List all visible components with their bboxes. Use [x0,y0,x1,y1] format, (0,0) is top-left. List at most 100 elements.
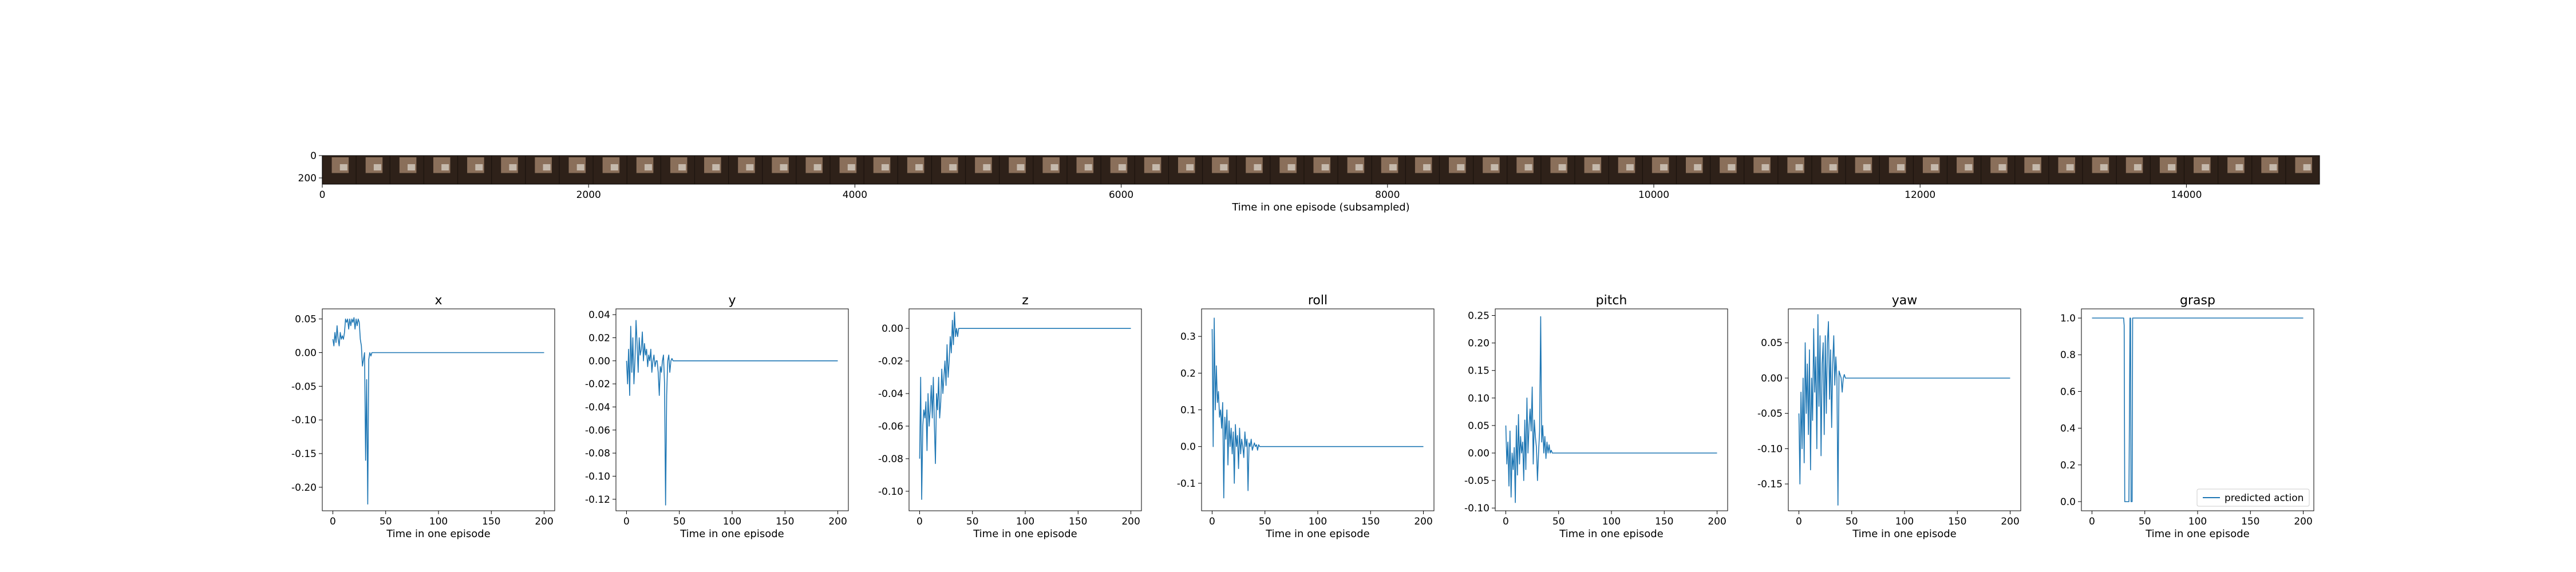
strip-frame-gripper [576,164,584,170]
image-strip-panel: 0 2000 4000 6000 8000 10000 12000 140000200Time… [298,150,2320,213]
strip-frame-gripper [1084,164,1092,170]
y-tick-label: 0.00 [1761,373,1783,384]
strip-y-tick-label: 0 [310,150,317,162]
y-tick-label: -0.04 [585,402,610,413]
x-tick-label: 50 [673,516,686,527]
strip-frame-gripper [339,164,347,170]
strip-x-tick-label: 6000 [1109,189,1133,201]
y-tick-label: 0.6 [2060,386,2076,398]
strip-x-tick-label: 0 [319,189,326,201]
x-tick-label: 100 [2188,516,2207,527]
x-tick-label: 50 [1259,516,1271,527]
x-tick-label: 150 [1948,516,1966,527]
strip-frame-gripper [2303,164,2311,170]
legend-label: predicted action [2225,492,2304,504]
panel-title: roll [1308,293,1327,308]
x-tick-label: 200 [2294,516,2312,527]
strip-frame-gripper [1863,164,1871,170]
x-tick-label: 200 [1121,516,1140,527]
x-tick-label: 50 [1552,516,1565,527]
y-tick-label: -0.06 [585,425,610,436]
axes-frame [2081,308,2314,511]
strip-frame-gripper [746,164,754,170]
strip-frame-gripper [1457,164,1465,170]
strip-frame-gripper [1050,164,1058,170]
y-tick-label: -0.02 [585,379,610,390]
y-tick-label: -0.05 [1464,475,1490,487]
y-tick-label: 0.0 [1180,442,1196,453]
strip-frame-gripper [2032,164,2040,170]
strip-frame-gripper [678,164,686,170]
x-tick-label: 150 [776,516,794,527]
y-tick-label: 0.10 [1468,393,1490,404]
y-tick-label: 0.4 [2060,423,2076,435]
strip-frame-gripper [1017,164,1025,170]
strip-frame-gripper [813,164,821,170]
strip-x-tick-label: 4000 [843,189,867,201]
y-tick-label: -0.10 [1464,503,1490,514]
strip-x-tick-label: 2000 [576,189,601,201]
y-tick-label: 0.00 [1468,448,1490,459]
panel-title: grasp [2180,293,2215,308]
x-tick-label: 200 [1708,516,1726,527]
x-tick-label: 0 [330,516,336,527]
strip-frame-gripper [1423,164,1431,170]
series-line [1505,316,1717,503]
y-tick-label: -0.20 [291,482,317,494]
series-line [2092,317,2304,502]
strip-frame-gripper [847,164,855,170]
panel-title: pitch [1596,293,1627,308]
strip-frame-gripper [1152,164,1160,170]
strip-frame-gripper [1660,164,1668,170]
x-tick-label: 50 [2139,516,2151,527]
y-tick-label: -0.10 [1757,443,1783,455]
strip-frame-gripper [881,164,889,170]
strip-frame-gripper [1694,164,1702,170]
y-tick-label: 0.0 [2060,496,2076,508]
strip-frame-gripper [1287,164,1295,170]
y-tick-label: -0.10 [291,415,317,426]
axes-frame [1201,308,1435,511]
panel-title: z [1022,293,1029,308]
strip-frame-gripper [1558,164,1566,170]
y-tick-label: -0.10 [585,471,610,482]
strip-frame-gripper [1931,164,1939,170]
strip-axes-frame [322,155,2320,185]
strip-x-tick-label: 14000 [2171,189,2202,201]
panel-title: x [434,293,442,308]
panel-z: z 0 50 100 150 200 0.00 -0.02 -0.04 -0.06 -0.08 -0.… [878,293,1142,540]
x-tick-label: 0 [2089,516,2095,527]
x-tick-label: 100 [1016,516,1034,527]
y-tick-label: 0.25 [1468,311,1490,322]
strip-frame-gripper [441,164,449,170]
y-tick-label: 0.04 [588,309,610,321]
x-tick-label: 200 [535,516,553,527]
strip-frame-gripper [373,164,381,170]
x-axis-label: Time in one episode [386,528,491,540]
y-tick-label: -0.08 [878,454,903,465]
y-tick-label: 0.05 [1468,420,1490,432]
strip-frame-gripper [1998,164,2006,170]
panel-yaw: yaw 0 50 100 150 200 0.05 0.00 -0.05 -0.10 -0.15 Ti… [1757,293,2021,540]
y-tick-label: 0.05 [1761,337,1783,349]
strip-frame-gripper [2168,164,2176,170]
strip-frame-gripper [1118,164,1126,170]
x-tick-label: 0 [1796,516,1802,527]
series-line [1211,317,1424,499]
panel-grasp: grasp 0 50 100 150 200 1.0 0.8 0.6 0.4 0.2 0.0 Time … [2060,293,2314,540]
y-tick-label: -0.12 [585,494,610,506]
legend-box [2196,488,2310,507]
x-tick-label: 0 [916,516,923,527]
y-tick-label: 0.02 [588,332,610,344]
axes-frame [1788,308,2021,511]
strip-frame-gripper [2134,164,2142,170]
x-axis-label: Time in one episode [1852,528,1957,540]
x-tick-label: 100 [429,516,448,527]
x-tick-label: 0 [1209,516,1215,527]
strip-frame-gripper [2235,164,2243,170]
x-tick-label: 0 [623,516,630,527]
y-tick-label: -0.15 [291,448,317,460]
panel-title: y [728,293,736,308]
strip-frame-gripper [949,164,957,170]
x-tick-label: 150 [1361,516,1380,527]
